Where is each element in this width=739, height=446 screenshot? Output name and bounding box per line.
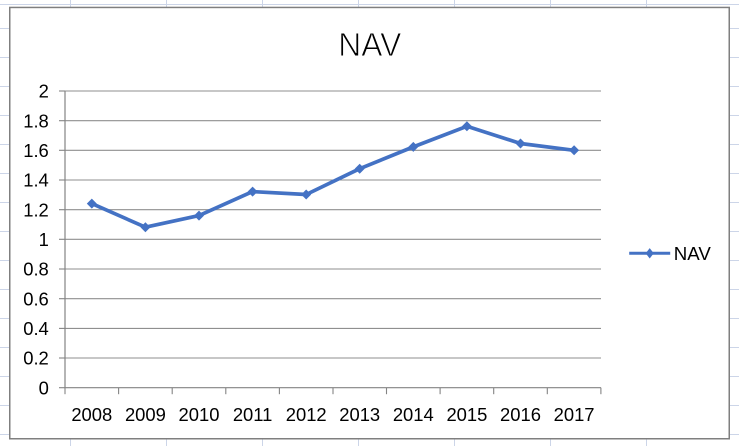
svg-text:2014: 2014 <box>393 404 434 425</box>
svg-text:1: 1 <box>39 229 49 250</box>
svg-text:NAV: NAV <box>338 27 402 64</box>
svg-text:2009: 2009 <box>125 404 166 425</box>
svg-text:2015: 2015 <box>446 404 487 425</box>
svg-text:1.6: 1.6 <box>23 140 49 161</box>
svg-text:1.2: 1.2 <box>23 199 49 220</box>
svg-text:0: 0 <box>39 377 49 398</box>
svg-text:2011: 2011 <box>233 404 273 425</box>
svg-text:1.8: 1.8 <box>23 110 49 131</box>
svg-text:2010: 2010 <box>179 404 220 425</box>
svg-text:NAV: NAV <box>674 243 712 264</box>
svg-text:1.4: 1.4 <box>23 170 49 191</box>
svg-text:2017: 2017 <box>554 404 595 425</box>
svg-text:0.6: 0.6 <box>23 288 49 309</box>
svg-text:2016: 2016 <box>500 404 541 425</box>
svg-text:0.2: 0.2 <box>23 348 49 369</box>
svg-text:0.8: 0.8 <box>23 259 49 280</box>
svg-text:2013: 2013 <box>339 404 380 425</box>
svg-text:0.4: 0.4 <box>23 318 49 339</box>
svg-text:2008: 2008 <box>71 404 112 425</box>
svg-text:2: 2 <box>39 81 49 102</box>
svg-text:2012: 2012 <box>286 404 327 425</box>
